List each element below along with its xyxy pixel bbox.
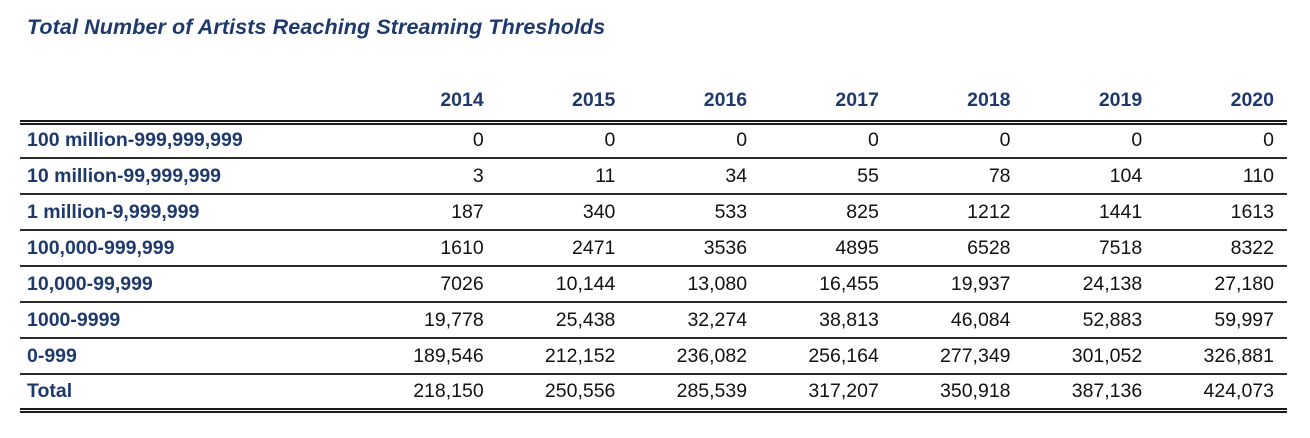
table-row: 10,000-99,999 7026 10,144 13,080 16,455 … <box>20 266 1287 303</box>
table-cell: 10,144 <box>496 266 629 303</box>
corner-cell <box>20 86 365 125</box>
table-cell: 0 <box>891 122 1024 159</box>
year-column-header: 2016 <box>628 86 761 125</box>
table-cell: 0 <box>760 122 892 159</box>
table-cell: 825 <box>760 194 892 231</box>
year-column-header: 2018 <box>891 86 1024 125</box>
table-cell: 187 <box>365 194 497 231</box>
streaming-thresholds-table: 2014 2015 2016 2017 2018 2019 2020 100 m… <box>20 86 1287 413</box>
table-cell: 78 <box>891 158 1024 195</box>
table-cell: 1212 <box>891 194 1024 231</box>
table-row: 1 million-9,999,999 187 340 533 825 1212… <box>20 194 1287 231</box>
table-cell: 6528 <box>891 230 1024 267</box>
table-row: 1000-9999 19,778 25,438 32,274 38,813 46… <box>20 302 1287 339</box>
table-cell: 0 <box>1023 122 1156 159</box>
table-cell: 52,883 <box>1023 302 1156 339</box>
table-cell: 34 <box>628 158 761 195</box>
total-cell: 285,539 <box>628 374 761 413</box>
row-label: 0-999 <box>20 338 365 375</box>
total-cell: 218,150 <box>365 374 497 413</box>
table-cell: 3 <box>365 158 497 195</box>
year-column-header: 2019 <box>1023 86 1156 125</box>
row-label: 1 million-9,999,999 <box>20 194 365 231</box>
table-cell: 27,180 <box>1155 266 1287 303</box>
table-cell: 1441 <box>1023 194 1156 231</box>
table-cell: 0 <box>1155 122 1287 159</box>
table-cell: 277,349 <box>891 338 1024 375</box>
table-cell: 24,138 <box>1023 266 1156 303</box>
table-cell: 0 <box>365 122 497 159</box>
table-cell: 0 <box>496 122 629 159</box>
table-cell: 256,164 <box>760 338 892 375</box>
table-row: 100 million-999,999,999 0 0 0 0 0 0 0 <box>20 122 1287 159</box>
total-cell: 350,918 <box>891 374 1024 413</box>
total-cell: 424,073 <box>1155 374 1287 413</box>
table-cell: 8322 <box>1155 230 1287 267</box>
table-cell: 301,052 <box>1023 338 1156 375</box>
table-cell: 7026 <box>365 266 497 303</box>
page-title: Total Number of Artists Reaching Streami… <box>27 15 606 39</box>
table-cell: 4895 <box>760 230 892 267</box>
row-label: 100 million-999,999,999 <box>20 122 365 159</box>
table-row: 100,000-999,999 1610 2471 3536 4895 6528… <box>20 230 1287 267</box>
table-cell: 3536 <box>628 230 761 267</box>
table-cell: 16,455 <box>760 266 892 303</box>
total-cell: 250,556 <box>496 374 629 413</box>
year-column-header: 2014 <box>365 86 497 125</box>
table-body: 100 million-999,999,999 0 0 0 0 0 0 0 10… <box>20 122 1287 413</box>
header-row: 2014 2015 2016 2017 2018 2019 2020 <box>20 86 1287 125</box>
table-cell: 55 <box>760 158 892 195</box>
table-cell: 46,084 <box>891 302 1024 339</box>
table-cell: 236,082 <box>628 338 761 375</box>
year-column-header: 2015 <box>496 86 629 125</box>
table-row: 0-999 189,546 212,152 236,082 256,164 27… <box>20 338 1287 375</box>
row-label: 10 million-99,999,999 <box>20 158 365 195</box>
table-cell: 2471 <box>496 230 629 267</box>
table-header: 2014 2015 2016 2017 2018 2019 2020 <box>20 86 1287 125</box>
table-cell: 1610 <box>365 230 497 267</box>
row-label: 10,000-99,999 <box>20 266 365 303</box>
table-cell: 326,881 <box>1155 338 1287 375</box>
table-cell: 19,778 <box>365 302 497 339</box>
table-cell: 38,813 <box>760 302 892 339</box>
table-cell: 110 <box>1155 158 1287 195</box>
table-cell: 104 <box>1023 158 1156 195</box>
table-cell: 0 <box>628 122 761 159</box>
table-cell: 32,274 <box>628 302 761 339</box>
table-row: 10 million-99,999,999 3 11 34 55 78 104 … <box>20 158 1287 195</box>
table-cell: 212,152 <box>496 338 629 375</box>
year-column-header: 2020 <box>1155 86 1287 125</box>
total-row: Total 218,150 250,556 285,539 317,207 35… <box>20 374 1287 413</box>
table-cell: 533 <box>628 194 761 231</box>
row-label: 100,000-999,999 <box>20 230 365 267</box>
table-cell: 1613 <box>1155 194 1287 231</box>
table-cell: 340 <box>496 194 629 231</box>
table-cell: 13,080 <box>628 266 761 303</box>
total-cell: 387,136 <box>1023 374 1156 413</box>
row-label: 1000-9999 <box>20 302 365 339</box>
total-cell: 317,207 <box>760 374 892 413</box>
table-cell: 7518 <box>1023 230 1156 267</box>
total-row-label: Total <box>20 374 365 413</box>
table-cell: 189,546 <box>365 338 497 375</box>
table-cell: 11 <box>496 158 629 195</box>
year-column-header: 2017 <box>760 86 892 125</box>
table-cell: 59,997 <box>1155 302 1287 339</box>
table-cell: 25,438 <box>496 302 629 339</box>
table-cell: 19,937 <box>891 266 1024 303</box>
